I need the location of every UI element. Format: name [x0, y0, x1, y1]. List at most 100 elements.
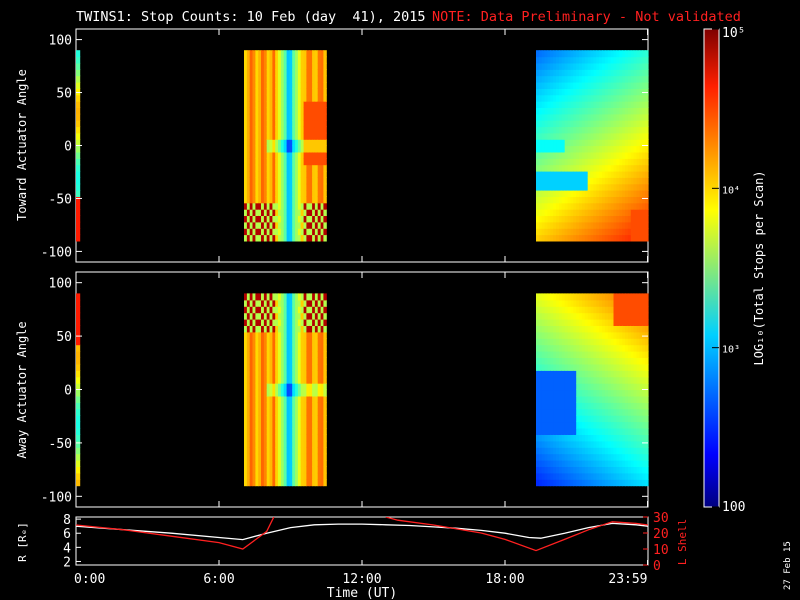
heatmap-cell [590, 75, 595, 83]
heatmap-cell [272, 299, 276, 307]
heatmap-cell [550, 139, 554, 147]
heatmap-cell [576, 460, 580, 467]
heatmap-cell [576, 69, 580, 77]
heatmap-cell [596, 94, 600, 102]
heatmap-cell [309, 107, 313, 115]
heatmap-cell [309, 453, 313, 461]
heatmap-cell [559, 466, 563, 474]
heatmap-cell [538, 447, 543, 455]
heatmap-cell [244, 319, 248, 326]
heatmap-cell [573, 338, 577, 346]
heatmap-cell [633, 215, 638, 223]
heatmap-cell [639, 466, 643, 474]
heatmap-cell [645, 466, 649, 474]
heatmap-cell [596, 190, 600, 197]
heatmap-cell [610, 209, 615, 216]
heatmap-cell [561, 170, 566, 178]
heatmap-cell [283, 306, 288, 314]
heatmap-cell [76, 145, 81, 153]
heatmap-cell [314, 228, 319, 236]
heatmap-cell [613, 440, 617, 448]
heatmap-cell [306, 389, 310, 397]
heatmap-cell [596, 158, 600, 166]
heatmap-cell [547, 447, 551, 455]
heatmap-cell [295, 56, 299, 64]
heatmap-cell [303, 209, 307, 216]
heatmap-cell [292, 357, 296, 365]
heatmap-cell [576, 312, 580, 320]
heatmap-cell [602, 312, 606, 320]
heatmap-cell [622, 82, 626, 89]
heatmap-cell [593, 370, 597, 378]
heatmap-cell [576, 170, 580, 178]
heatmap-cell [323, 299, 327, 307]
heatmap-cell [252, 344, 256, 352]
heatmap-cell [587, 190, 592, 197]
heatmap-cell [570, 460, 574, 467]
heatmap-cell [244, 132, 248, 140]
heatmap-cell [252, 101, 256, 108]
heatmap-cell [536, 56, 540, 64]
heatmap-cell [639, 139, 643, 147]
heatmap-cell [607, 331, 612, 339]
heatmap-cell [622, 164, 626, 172]
heatmap-cell [576, 357, 580, 365]
heatmap-cell [556, 190, 560, 197]
heatmap-cell [567, 126, 572, 134]
heatmap-cell [544, 319, 549, 326]
heatmap-cell [306, 370, 310, 378]
heatmap-cell [292, 338, 296, 346]
heatmap-cell [255, 453, 259, 461]
heatmap-cell [252, 428, 256, 435]
heatmap-cell [541, 370, 546, 378]
heatmap-cell [570, 357, 574, 365]
heatmap-cell [278, 331, 282, 339]
heatmap-cell [564, 370, 569, 378]
heatmap-cell [645, 447, 649, 455]
heatmap-cell [573, 202, 577, 210]
heatmap-cell [314, 107, 319, 115]
heatmap-cell [249, 209, 254, 216]
heatmap-cell [553, 357, 557, 365]
heatmap-cell [300, 479, 305, 487]
heatmap-cell [576, 183, 580, 191]
heatmap-cell [306, 62, 310, 70]
heatmap-cell [550, 62, 554, 70]
heatmap-cell [622, 389, 626, 397]
heatmap-cell [576, 107, 580, 115]
heatmap-cell [636, 234, 640, 242]
heatmap-cell [278, 202, 282, 210]
heatmap-cell [596, 183, 600, 191]
heatmap-cell [627, 88, 632, 96]
heatmap-cell [309, 338, 313, 346]
heatmap-cell [622, 56, 626, 64]
heatmap-cell [323, 107, 327, 115]
heatmap-cell [581, 299, 586, 307]
heatmap-cell [593, 196, 597, 204]
heatmap-cell [630, 460, 635, 467]
heatmap-cell [286, 145, 290, 153]
heatmap-cell [263, 177, 268, 185]
heatmap-cell [297, 196, 302, 204]
heatmap-cell [639, 319, 643, 326]
heatmap-cell [642, 428, 646, 435]
heatmap-cell [645, 170, 649, 178]
heatmap-cell [622, 190, 626, 197]
heatmap-cell [627, 56, 632, 64]
heatmap-cell [630, 94, 635, 102]
heatmap-cell [630, 376, 635, 384]
heatmap-cell [576, 421, 580, 429]
heatmap-cell [289, 293, 293, 301]
heatmap-cell [593, 447, 597, 455]
heatmap-cell [252, 383, 256, 391]
heatmap-cell [630, 120, 635, 128]
heatmap-cell [567, 177, 572, 185]
heatmap-cell [312, 107, 316, 115]
heatmap-cell [604, 88, 609, 96]
heatmap-cell [269, 370, 273, 378]
heatmap-cell [297, 88, 302, 96]
heatmap-cell [567, 395, 572, 403]
heatmap-cell [581, 88, 586, 96]
heatmap-cell [599, 202, 603, 210]
heatmap-cell [258, 94, 262, 102]
